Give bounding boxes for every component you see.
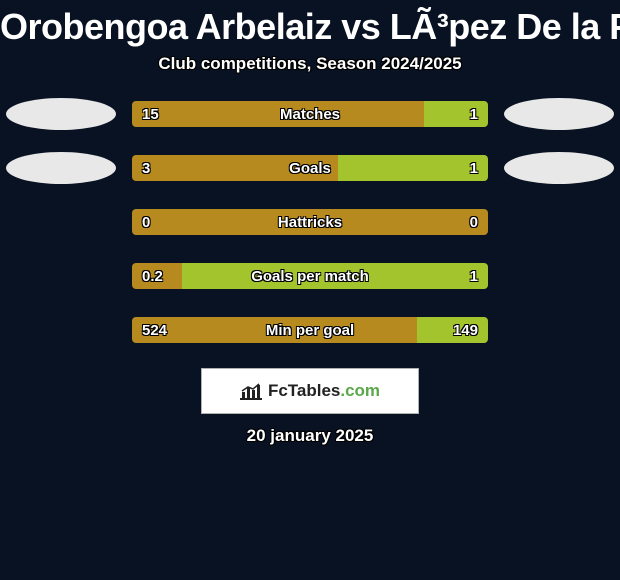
stat-rows: 15Matches1 3Goals1 0Hattricks0 0.2Goals per… xyxy=(0,98,620,346)
stat-value-right: 0 xyxy=(460,209,488,235)
stat-label: Hattricks xyxy=(132,209,488,235)
stat-row: 0Hattricks0 xyxy=(0,206,620,238)
stat-label: Goals xyxy=(132,155,488,181)
stat-bar: 3Goals1 xyxy=(132,155,488,181)
rank-bubble-left xyxy=(6,98,116,130)
stat-row: 3Goals1 xyxy=(0,152,620,184)
stats-comparison-card: Orobengoa Arbelaiz vs LÃ³pez De la Fuent… xyxy=(0,0,620,446)
stat-label: Goals per match xyxy=(132,263,488,289)
footer-date: 20 january 2025 xyxy=(0,426,620,446)
stat-bar: 0Hattricks0 xyxy=(132,209,488,235)
stat-bar: 15Matches1 xyxy=(132,101,488,127)
stat-row: 15Matches1 xyxy=(0,98,620,130)
rank-bubble-right xyxy=(504,152,614,184)
bubble-spacer xyxy=(6,260,116,292)
brand-suffix: .com xyxy=(340,381,380,400)
stat-label: Matches xyxy=(132,101,488,127)
stat-label: Min per goal xyxy=(132,317,488,343)
stat-row: 0.2Goals per match1 xyxy=(0,260,620,292)
page-title: Orobengoa Arbelaiz vs LÃ³pez De la Fuent… xyxy=(0,6,620,48)
chart-icon xyxy=(240,382,262,400)
stat-value-right: 1 xyxy=(460,101,488,127)
bubble-spacer xyxy=(504,260,614,292)
rank-bubble-left xyxy=(6,152,116,184)
brand-logo[interactable]: FcTables.com xyxy=(201,368,419,414)
bubble-spacer xyxy=(6,314,116,346)
stat-value-right: 1 xyxy=(460,155,488,181)
stat-value-right: 1 xyxy=(460,263,488,289)
bubble-spacer xyxy=(6,206,116,238)
brand-text: FcTables.com xyxy=(268,381,380,401)
stat-row: 524Min per goal149 xyxy=(0,314,620,346)
page-subtitle: Club competitions, Season 2024/2025 xyxy=(0,54,620,74)
stat-value-right: 149 xyxy=(443,317,488,343)
stat-bar: 524Min per goal149 xyxy=(132,317,488,343)
brand-name: FcTables xyxy=(268,381,340,400)
bubble-spacer xyxy=(504,206,614,238)
rank-bubble-right xyxy=(504,98,614,130)
stat-bar: 0.2Goals per match1 xyxy=(132,263,488,289)
bubble-spacer xyxy=(504,314,614,346)
